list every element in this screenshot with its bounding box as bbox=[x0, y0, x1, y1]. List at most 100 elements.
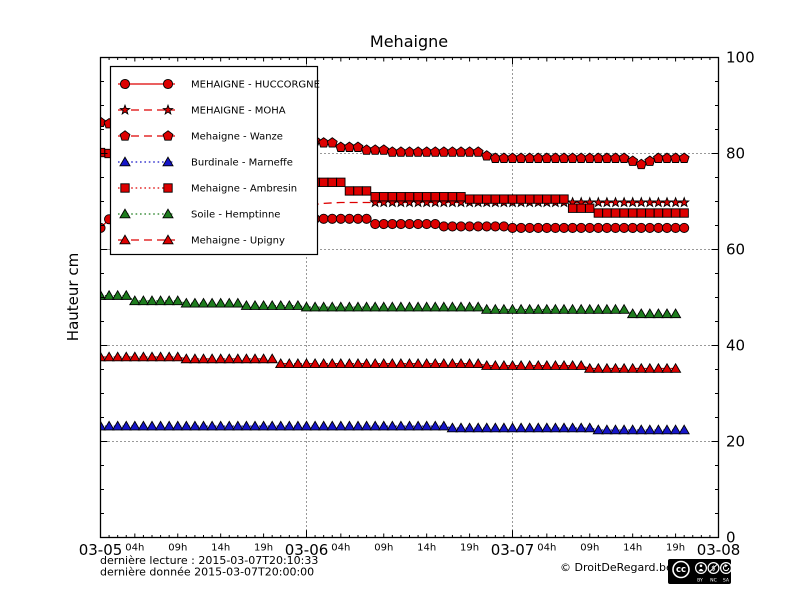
marker-triangle bbox=[429, 420, 442, 431]
marker-triangle bbox=[369, 301, 381, 312]
marker-triangle bbox=[360, 358, 373, 368]
marker-square bbox=[439, 192, 449, 202]
marker-triangle bbox=[395, 301, 407, 312]
marker-triangle bbox=[566, 303, 579, 314]
marker-circle bbox=[601, 222, 612, 233]
marker-triangle bbox=[377, 358, 390, 368]
marker-square bbox=[567, 203, 578, 213]
legend-label: Burdinale - Marneffe bbox=[191, 158, 293, 169]
marker-triangle bbox=[472, 358, 484, 368]
legend-item: MEHAIGNE - MOHA bbox=[118, 103, 286, 117]
marker-square bbox=[319, 177, 329, 187]
marker-triangle bbox=[162, 156, 174, 167]
marker-triangle bbox=[352, 358, 364, 368]
marker-circle bbox=[653, 222, 664, 233]
marker-triangle bbox=[558, 422, 570, 433]
x-hour-label: 19h bbox=[666, 543, 685, 554]
marker-triangle bbox=[532, 359, 545, 370]
marker-triangle bbox=[420, 420, 433, 431]
marker-circle bbox=[593, 222, 604, 233]
marker-triangle bbox=[274, 299, 287, 310]
marker-triangle bbox=[249, 353, 261, 364]
marker-triangle bbox=[360, 420, 373, 431]
legend-item: Mehaigne - Ambresin bbox=[118, 183, 297, 195]
copyright-text: © DroitDeRegard.be bbox=[560, 561, 673, 574]
marker-pentagon bbox=[395, 146, 407, 157]
marker-triangle bbox=[506, 303, 519, 314]
marker-triangle bbox=[626, 424, 639, 435]
y-tick-label: 0 bbox=[726, 529, 736, 547]
marker-triangle bbox=[463, 301, 476, 312]
marker-triangle bbox=[652, 362, 665, 373]
marker-pentagon bbox=[549, 152, 561, 163]
marker-triangle bbox=[412, 420, 424, 431]
marker-circle bbox=[610, 222, 621, 233]
marker-circle bbox=[627, 222, 638, 233]
marker-square bbox=[542, 194, 552, 204]
marker-circle bbox=[490, 221, 501, 232]
marker-triangle bbox=[292, 358, 304, 368]
marker-square bbox=[120, 183, 130, 193]
marker-triangle bbox=[129, 351, 141, 362]
marker-circle bbox=[524, 222, 535, 233]
marker-circle bbox=[533, 222, 544, 233]
marker-square bbox=[499, 194, 509, 204]
marker-triangle bbox=[549, 359, 562, 370]
marker-triangle bbox=[162, 234, 174, 245]
marker-pentagon bbox=[670, 152, 682, 163]
marker-triangle bbox=[506, 359, 519, 370]
marker-triangle bbox=[472, 422, 484, 433]
legend-item: Mehaigne - Wanze bbox=[118, 130, 283, 143]
marker-star bbox=[609, 196, 622, 208]
marker-triangle bbox=[515, 422, 527, 433]
marker-triangle bbox=[343, 358, 356, 368]
marker-triangle bbox=[455, 422, 467, 433]
marker-pentagon bbox=[100, 116, 106, 127]
marker-triangle bbox=[100, 351, 107, 362]
marker-triangle bbox=[171, 295, 184, 306]
marker-triangle bbox=[446, 422, 459, 433]
cc-sa-label: SA bbox=[723, 578, 730, 584]
marker-pentagon bbox=[455, 146, 467, 157]
y-tick-label: 40 bbox=[726, 337, 745, 355]
y-tick-label: 80 bbox=[726, 145, 745, 163]
marker-triangle bbox=[197, 420, 210, 431]
marker-triangle bbox=[532, 422, 545, 433]
marker-circle bbox=[473, 221, 484, 232]
marker-triangle bbox=[438, 420, 450, 431]
marker-triangle bbox=[171, 420, 184, 431]
marker-triangle bbox=[644, 362, 656, 373]
footer-last-data: dernière donnée 2015-03-07T20:00:00 bbox=[100, 566, 314, 579]
x-date-label: 03-07 bbox=[491, 541, 535, 559]
marker-circle bbox=[447, 221, 458, 232]
marker-triangle bbox=[558, 303, 570, 314]
marker-triangle bbox=[635, 362, 648, 373]
legend-item: MEHAIGNE - HUCCORGNE bbox=[118, 78, 320, 91]
marker-triangle bbox=[352, 301, 364, 312]
marker-square bbox=[533, 194, 543, 204]
marker-triangle bbox=[626, 308, 639, 319]
marker-square bbox=[525, 194, 535, 204]
cc-by-person-body bbox=[698, 568, 704, 572]
marker-square bbox=[559, 194, 569, 204]
marker-triangle bbox=[463, 358, 476, 368]
marker-circle bbox=[352, 213, 364, 224]
marker-triangle bbox=[197, 297, 210, 308]
marker-triangle bbox=[429, 301, 442, 312]
marker-square bbox=[344, 186, 355, 196]
marker-triangle bbox=[446, 358, 459, 368]
marker-triangle bbox=[532, 303, 545, 314]
marker-circle bbox=[464, 221, 475, 232]
marker-square bbox=[413, 192, 423, 202]
marker-triangle bbox=[129, 420, 141, 431]
marker-triangle bbox=[119, 208, 131, 219]
marker-triangle bbox=[309, 420, 321, 431]
marker-triangle bbox=[300, 420, 313, 431]
marker-square bbox=[482, 194, 492, 204]
marker-triangle bbox=[498, 422, 510, 433]
marker-triangle bbox=[206, 353, 218, 364]
marker-triangle bbox=[137, 420, 150, 431]
marker-triangle bbox=[541, 359, 553, 370]
marker-star bbox=[119, 103, 131, 115]
